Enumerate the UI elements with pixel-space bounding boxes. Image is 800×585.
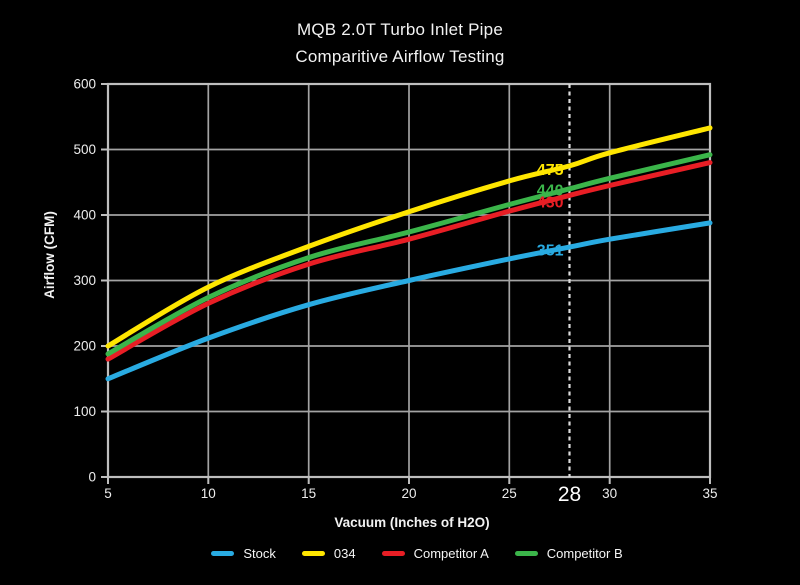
x-axis-label: Vacuum (Inches of H2O) <box>334 515 490 530</box>
legend-marker-competitor-a <box>381 550 405 557</box>
data-label-stock: 351 <box>537 243 564 260</box>
y-tick-label: 300 <box>73 273 96 288</box>
series-line-034 <box>105 125 713 349</box>
y-tick-label: 600 <box>73 77 96 92</box>
legend-label-stock: Stock <box>243 546 276 561</box>
x-tick-label: 25 <box>502 486 517 501</box>
data-label-034: 475 <box>537 162 564 179</box>
y-tick-label: 0 <box>88 470 96 485</box>
legend-marker-034 <box>301 550 325 557</box>
y-tick-label: 200 <box>73 339 96 354</box>
legend: Stock 034 Competitor A Competitor B <box>0 546 800 561</box>
chart-title: MQB 2.0T Turbo Inlet Pipe Comparitive Ai… <box>0 16 800 70</box>
y-tick-label: 400 <box>73 208 96 223</box>
x-tick-label-highlight: 28 <box>558 483 581 506</box>
x-tick-label: 35 <box>702 486 717 501</box>
series-line-competitor-b <box>105 152 713 357</box>
x-tick-label: 30 <box>602 486 617 501</box>
legend-marker-stock <box>211 550 235 557</box>
legend-label-034: 034 <box>333 546 356 561</box>
y-tick-label: 500 <box>73 142 96 157</box>
x-tick-label: 5 <box>104 486 112 501</box>
chart-title-line2: Comparitive Airflow Testing <box>295 47 505 66</box>
y-axis-label: Airflow (CFM) <box>42 211 57 299</box>
x-tick-label: 15 <box>301 486 316 501</box>
x-tick-label: 10 <box>201 486 216 501</box>
x-tick-label: 20 <box>401 486 416 501</box>
chart-title-line1: MQB 2.0T Turbo Inlet Pipe <box>297 20 503 39</box>
data-label-competitor-a: 430 <box>537 194 564 211</box>
legend-label-competitor-b: Competitor B <box>546 546 623 561</box>
data-label-competitor-b: 440 <box>537 182 564 199</box>
legend-item-stock: Stock <box>211 546 276 561</box>
series-line-competitor-a <box>105 160 713 362</box>
legend-marker-competitor-b <box>514 550 538 557</box>
plot-frame <box>106 82 712 479</box>
legend-item-competitor-a: Competitor A <box>381 546 489 561</box>
legend-item-competitor-b: Competitor B <box>514 546 623 561</box>
legend-item-034: 034 <box>301 546 356 561</box>
legend-label-competitor-a: Competitor A <box>413 546 489 561</box>
y-tick-label: 100 <box>73 404 96 419</box>
series-line-stock <box>105 220 713 382</box>
